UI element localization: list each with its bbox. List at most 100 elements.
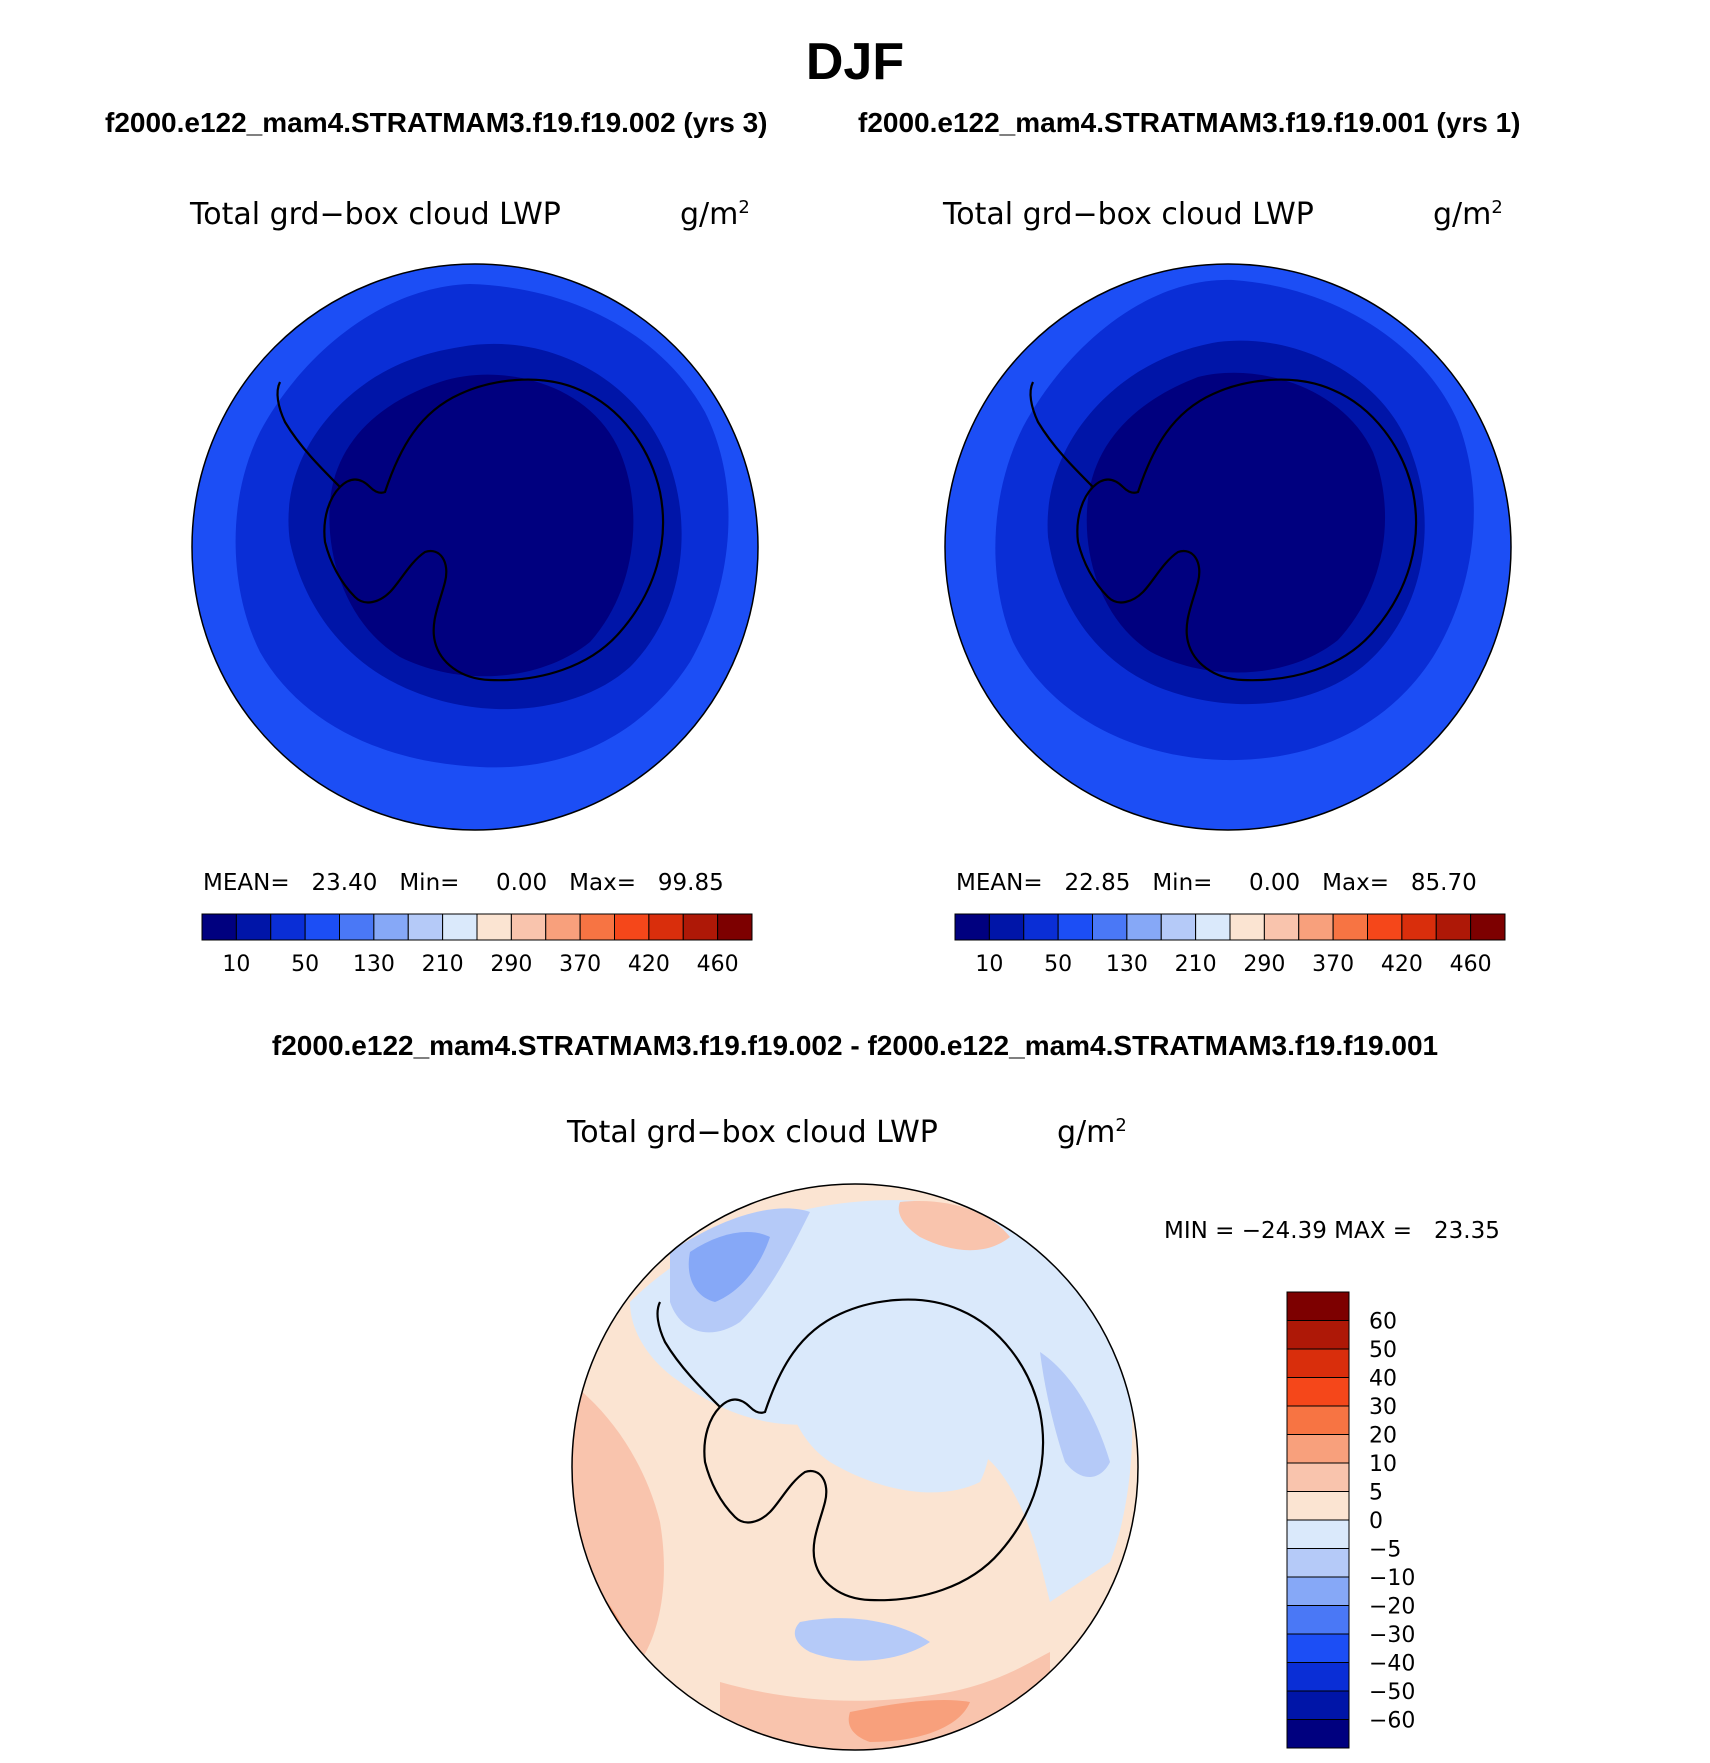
- panel-2-colorbar-box: [1229, 913, 1265, 941]
- panel-2-colorbar-tick: 10: [975, 952, 1003, 977]
- difference-colorbar-tick: −20: [1369, 1595, 1415, 1620]
- panel-2-colorbar: 10 50 130 210 290 370 420 460: [954, 913, 1506, 977]
- panel-2-colorbar-tick: 420: [1381, 952, 1423, 977]
- panel-2-colorbar-tick: 50: [1044, 952, 1072, 977]
- panel-2-colorbar-box: [1298, 913, 1334, 941]
- panel-1-antarctic-peninsula: [276, 381, 341, 488]
- difference-colorbar-tick: 5: [1369, 1481, 1383, 1506]
- panel-2-colorbar-box: [1367, 913, 1403, 941]
- panel-1-colorbar-box: [442, 913, 478, 941]
- difference-colorbar-box: [1286, 1690, 1350, 1720]
- panel-1-colorbar-tick: 130: [353, 952, 395, 977]
- panel-1-colorbar-box: [270, 913, 306, 941]
- panel-1-polar-map: [191, 263, 759, 831]
- difference-colorbar-tick: 30: [1369, 1395, 1397, 1420]
- panel-2-variable-label: Total grd−box cloud LWP: [943, 197, 1314, 232]
- difference-colorbar-box: [1286, 1576, 1350, 1606]
- panel-1-colorbar-tick: 370: [559, 952, 601, 977]
- difference-colorbar-tick: −60: [1369, 1709, 1415, 1734]
- panel-1-variable-label: Total grd−box cloud LWP: [190, 197, 561, 232]
- difference-colorbar-box: [1286, 1320, 1350, 1350]
- difference-interior-negative: [787, 1339, 991, 1493]
- panel-1-colorbar-box: [476, 913, 512, 941]
- difference-colorbar-box: [1286, 1377, 1350, 1407]
- panel-2-colorbar-box: [1057, 913, 1093, 941]
- panel-2-colorbar-box: [988, 913, 1025, 941]
- panel-1-colorbar-tick: 210: [422, 952, 464, 977]
- panel-1-colorbar-tick: 290: [490, 952, 532, 977]
- panel-1-map-border: [191, 263, 759, 831]
- difference-south-positive-core: [848, 1700, 970, 1742]
- difference-unit-label: g/m2: [1057, 1115, 1127, 1150]
- panel-1-continent: [329, 374, 634, 677]
- panel-2-colorbar-tick: 210: [1175, 952, 1217, 977]
- difference-case-title: f2000.e122_mam4.STRATMAM3.f19.f19.002 - …: [271, 1030, 1439, 1061]
- difference-map-border: [571, 1183, 1139, 1751]
- panel-2-colorbar-box: [1435, 913, 1472, 941]
- difference-colorbar-box: [1286, 1719, 1350, 1749]
- difference-colorbar-tick: −40: [1369, 1652, 1415, 1677]
- panel-1-colorbar-tick: 10: [222, 952, 250, 977]
- difference-colorbar-box: [1286, 1633, 1350, 1663]
- panel-1-colorbar-box: [614, 913, 650, 941]
- difference-coastline: [703, 1298, 1045, 1602]
- panel-2-colorbar-box: [1160, 913, 1197, 941]
- difference-north-negative-core: [688, 1232, 770, 1302]
- difference-antarctic-peninsula: [656, 1301, 721, 1408]
- difference-colorbar-tick: 0: [1369, 1509, 1383, 1534]
- panel-1-colorbar-box: [579, 913, 615, 941]
- panel-1-colorbar: 10 50 130 210 290 370 420 460: [201, 913, 753, 977]
- difference-polar-map: [571, 1183, 1139, 1751]
- difference-colorbar-box: [1286, 1605, 1350, 1635]
- panel-1-colorbar-box: [304, 913, 340, 941]
- panel-2-colorbar-box: [1126, 913, 1162, 941]
- difference-colorbar-tick: 20: [1369, 1424, 1397, 1449]
- panel-2-colorbar-box: [1401, 913, 1437, 941]
- difference-min-max-label: MIN = −24.39 MAX = 23.35: [1164, 1218, 1500, 1244]
- panel-2-colorbar-tick: 290: [1243, 952, 1285, 977]
- difference-colorbar-box: [1286, 1662, 1350, 1692]
- panel-1-coastline: [323, 378, 665, 682]
- difference-colorbar-tick: 10: [1369, 1452, 1397, 1477]
- difference-colorbar-box: [1286, 1405, 1350, 1435]
- season-title: DJF: [805, 33, 905, 91]
- panel-1-colorbar-box: [510, 913, 547, 941]
- panel-2-case-title: f2000.e122_mam4.STRATMAM3.f19.f19.001 (y…: [858, 107, 1521, 138]
- panel-2-colorbar-box: [1195, 913, 1231, 941]
- panel-1-stats: MEAN= 23.40 Min= 0.00 Max= 99.85: [203, 870, 724, 896]
- panel-2-colorbar-box: [1092, 913, 1128, 941]
- panel-1-colorbar-tick: 420: [628, 952, 670, 977]
- difference-colorbar-box: [1286, 1348, 1350, 1378]
- panel-1-unit-label: g/m2: [680, 197, 750, 232]
- difference-colorbar-box: [1286, 1291, 1350, 1321]
- panel-1-colorbar-box: [717, 913, 753, 941]
- panel-2-polar-map: [944, 263, 1512, 831]
- panel-1-colorbar-tick: 50: [291, 952, 319, 977]
- difference-colorbar-tick: 40: [1369, 1367, 1397, 1392]
- difference-colorbar-box: [1286, 1434, 1350, 1464]
- difference-colorbar-tick: −30: [1369, 1623, 1415, 1648]
- panel-1-colorbar-box: [648, 913, 684, 941]
- difference-colorbar-tick: −50: [1369, 1680, 1415, 1705]
- difference-colorbar-tick: 50: [1369, 1338, 1397, 1363]
- difference-variable-label: Total grd−box cloud LWP: [567, 1115, 938, 1150]
- panel-1-colorbar-box: [235, 913, 272, 941]
- difference-colorbar-tick: 60: [1369, 1310, 1397, 1335]
- panel-2-colorbar-tick: 370: [1312, 952, 1354, 977]
- difference-colorbar-box: [1286, 1462, 1350, 1492]
- difference-northeast-positive: [898, 1201, 1010, 1251]
- panel-2-continent: [1086, 372, 1386, 673]
- panel-1-colorbar-box: [201, 913, 237, 941]
- panel-2-stats: MEAN= 22.85 Min= 0.00 Max= 85.70: [956, 870, 1477, 896]
- difference-colorbar-tick: −5: [1369, 1538, 1401, 1563]
- panel-2-colorbar-box: [1023, 913, 1059, 941]
- difference-south-negative: [794, 1618, 930, 1661]
- difference-colorbar-box: [1286, 1519, 1350, 1549]
- difference-colorbar-tick: −10: [1369, 1566, 1415, 1591]
- panel-2-colorbar-box: [1470, 913, 1506, 941]
- difference-colorbar-box: [1286, 1548, 1350, 1578]
- panel-1-colorbar-box: [373, 913, 409, 941]
- panel-2-map-border: [944, 263, 1512, 831]
- panel-1-case-title: f2000.e122_mam4.STRATMAM3.f19.f19.002 (y…: [105, 107, 768, 138]
